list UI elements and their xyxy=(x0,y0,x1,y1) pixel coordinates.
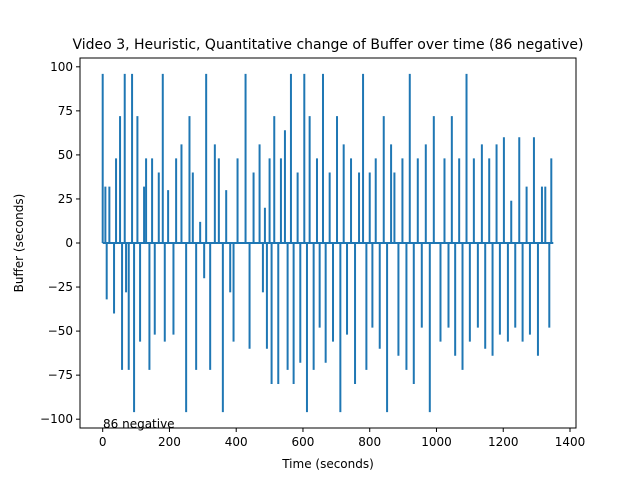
y-tick-label: 25 xyxy=(58,192,73,206)
y-tick-label: −50 xyxy=(48,324,73,338)
x-tick-label: 1000 xyxy=(421,435,452,449)
plot-series xyxy=(101,73,554,413)
x-tick-label: 400 xyxy=(225,435,248,449)
y-tick-label: 50 xyxy=(58,148,73,162)
x-tick-label: 800 xyxy=(358,435,381,449)
y-axis-ticks: −100 −75 −50 −25 0 25 50 75 100 xyxy=(40,60,80,426)
y-axis-label: Buffer (seconds) xyxy=(12,194,26,293)
y-tick-label: 75 xyxy=(58,104,73,118)
negative-count-annotation: 86 negative xyxy=(103,417,175,431)
y-tick-label: 0 xyxy=(65,236,73,250)
x-tick-label: 1200 xyxy=(488,435,519,449)
x-tick-label: 1400 xyxy=(555,435,586,449)
y-tick-label: −25 xyxy=(48,280,73,294)
axes-frame xyxy=(79,57,577,429)
y-tick-label: −100 xyxy=(40,412,73,426)
y-tick-label: 100 xyxy=(50,60,73,74)
x-tick-label: 0 xyxy=(99,435,107,449)
x-tick-label: 600 xyxy=(292,435,315,449)
y-tick-label: −75 xyxy=(48,368,73,382)
x-axis-ticks: 0 200 400 600 800 1000 1200 1400 xyxy=(99,428,585,449)
chart-title: Video 3, Heuristic, Quantitative change … xyxy=(73,37,584,53)
x-axis-label: Time (seconds) xyxy=(281,457,374,471)
x-tick-label: 200 xyxy=(158,435,181,449)
